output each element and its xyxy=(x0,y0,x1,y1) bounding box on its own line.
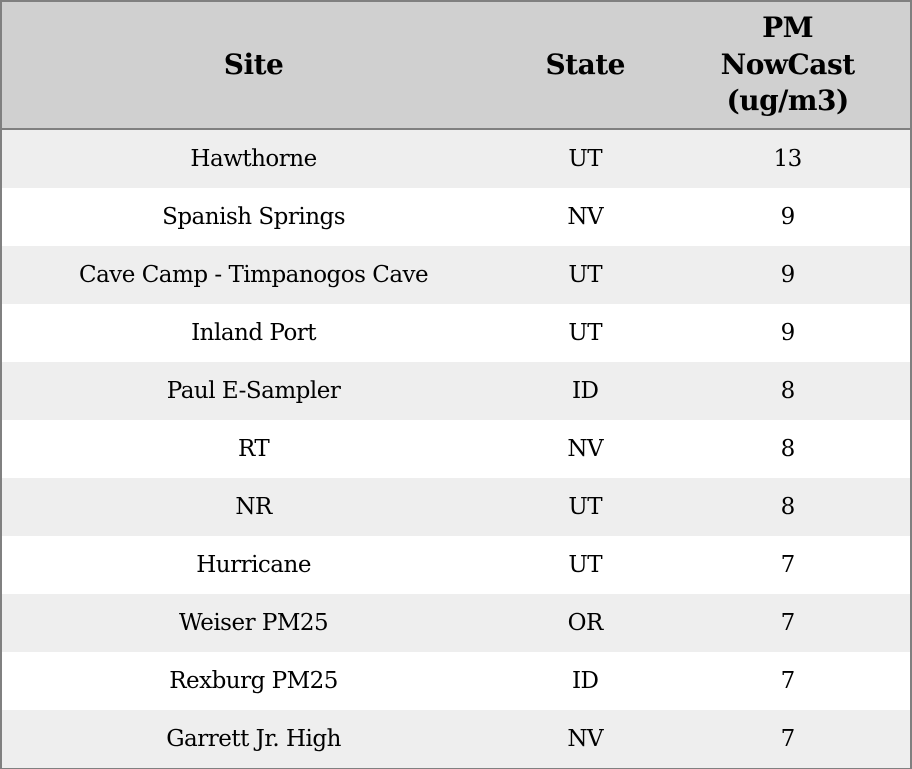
state-cell: UT xyxy=(568,494,603,520)
site-cell: Cave Camp - Timpanogos Cave xyxy=(78,262,429,288)
table-row: Hawthorne UT 13 xyxy=(1,129,911,188)
column-header-state: State xyxy=(505,1,666,130)
state-cell: NV xyxy=(567,436,604,462)
header-row: Site State PM NowCast (ug/m3) xyxy=(1,1,911,130)
state-cell: ID xyxy=(571,378,599,404)
state-cell: UT xyxy=(568,262,603,288)
site-cell: Hurricane xyxy=(196,552,311,578)
table-row: Paul E-Sampler ID 8 xyxy=(1,362,911,420)
pm-value-cell: 9 xyxy=(780,204,796,230)
state-cell: UT xyxy=(568,146,603,172)
pm-value-cell: 9 xyxy=(780,262,796,288)
table-row: NR UT 8 xyxy=(1,478,911,536)
site-cell: RT xyxy=(237,436,270,462)
pm-value-cell: 13 xyxy=(773,146,803,172)
pm-value-cell: 7 xyxy=(780,552,796,578)
site-cell: Inland Port xyxy=(191,320,317,346)
site-cell: Paul E-Sampler xyxy=(166,378,341,404)
site-cell: Rexburg PM25 xyxy=(169,668,338,694)
table-row: Cave Camp - Timpanogos Cave UT 9 xyxy=(1,246,911,304)
state-cell: OR xyxy=(567,610,604,636)
pm-value-cell: 7 xyxy=(780,726,796,752)
state-cell: UT xyxy=(568,552,603,578)
pm-value-cell: 8 xyxy=(780,494,796,520)
site-cell: Garrett Jr. High xyxy=(166,726,341,752)
pm-value-cell: 8 xyxy=(780,378,796,404)
state-cell: NV xyxy=(567,726,604,752)
pm-value-cell: 9 xyxy=(780,320,796,346)
table-row: Weiser PM25 OR 7 xyxy=(1,594,911,652)
site-cell: NR xyxy=(235,494,272,520)
pm-value-cell: 7 xyxy=(780,668,796,694)
state-cell: ID xyxy=(571,668,599,694)
pm-value-cell: 8 xyxy=(780,436,796,462)
table-row: Spanish Springs NV 9 xyxy=(1,188,911,246)
site-cell: Hawthorne xyxy=(190,146,317,172)
column-header-pm-nowcast: PM NowCast (ug/m3) xyxy=(665,1,911,130)
state-cell: NV xyxy=(567,204,604,230)
site-cell: Weiser PM25 xyxy=(178,610,329,636)
table-row: Garrett Jr. High NV 7 xyxy=(1,710,911,769)
state-cell: UT xyxy=(568,320,603,346)
table-row: Rexburg PM25 ID 7 xyxy=(1,652,911,710)
column-header-site: Site xyxy=(1,1,506,130)
site-cell: Spanish Springs xyxy=(162,204,346,230)
pm-value-cell: 7 xyxy=(780,610,796,636)
table-row: Inland Port UT 9 xyxy=(1,304,911,362)
table-row: Hurricane UT 7 xyxy=(1,536,911,594)
table-row: RT NV 8 xyxy=(1,420,911,478)
